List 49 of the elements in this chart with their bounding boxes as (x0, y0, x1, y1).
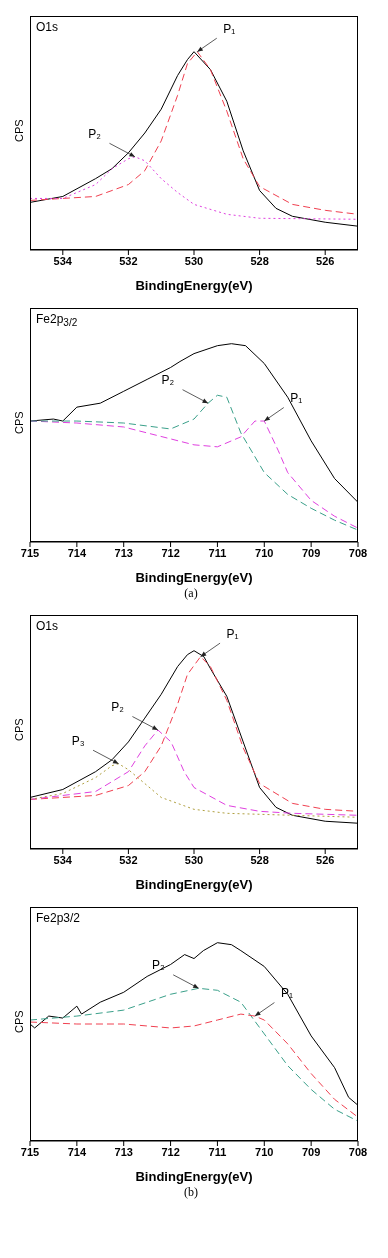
annotation: P₁ (223, 21, 236, 36)
annotation: P₁ (226, 626, 239, 641)
x-axis-title: BindingEnergy(eV) (135, 570, 253, 585)
x-tick-label: 710 (255, 546, 274, 559)
x-tick-label: 709 (301, 546, 321, 559)
y-axis-title: CPS (13, 119, 25, 142)
x-tick-label: 713 (114, 1145, 133, 1158)
annotation: P₁ (290, 391, 303, 406)
x-tick-label: 708 (348, 1145, 368, 1158)
x-tick-label: 711 (208, 1145, 227, 1158)
x-tick-label: 526 (316, 853, 335, 866)
x-tick-label: 534 (53, 254, 73, 267)
x-tick-label: 712 (161, 546, 180, 559)
annotation: P₁ (280, 986, 293, 1001)
x-tick-label: 534 (53, 853, 73, 866)
x-tick-label: 530 (184, 254, 204, 267)
x-tick-label: 713 (114, 546, 133, 559)
y-axis-title: CPS (13, 1010, 25, 1033)
annotation: P₂ (161, 373, 175, 388)
chart-title: Fe2p3/2 (36, 911, 81, 925)
x-tick-label: 710 (255, 1145, 274, 1158)
y-axis-title: CPS (13, 411, 25, 434)
annotation: P₂ (152, 958, 166, 973)
x-tick-label: 530 (184, 853, 204, 866)
annotation: P₂ (88, 126, 102, 141)
chart-title: Fe2p$_{3/2}$ (36, 312, 78, 329)
x-tick-label: 526 (316, 254, 335, 267)
x-tick-label: 528 (250, 254, 269, 267)
chart-title: O1s (36, 619, 59, 633)
y-axis-title: CPS (13, 718, 25, 741)
x-tick-label: 709 (301, 1145, 321, 1158)
chart-title: O1s (36, 20, 59, 34)
text: (b) (183, 1185, 199, 1200)
x-axis-title: BindingEnergy(eV) (135, 877, 253, 892)
x-tick-label: 532 (119, 254, 138, 267)
x-tick-label: 714 (67, 1145, 87, 1158)
x-tick-label: 708 (348, 546, 368, 559)
x-tick-label: 532 (119, 853, 138, 866)
x-tick-label: 711 (208, 546, 227, 559)
x-axis-title: BindingEnergy(eV) (135, 1169, 253, 1184)
annotation: P₃ (71, 733, 85, 748)
x-axis-title: BindingEnergy(eV) (135, 278, 253, 293)
x-tick-label: 714 (67, 546, 87, 559)
x-tick-label: 528 (250, 853, 269, 866)
x-tick-label: 715 (20, 546, 40, 559)
text: (a) (183, 586, 199, 601)
x-tick-label: 715 (20, 1145, 40, 1158)
annotation: P₂ (111, 700, 125, 715)
x-tick-label: 712 (161, 1145, 180, 1158)
